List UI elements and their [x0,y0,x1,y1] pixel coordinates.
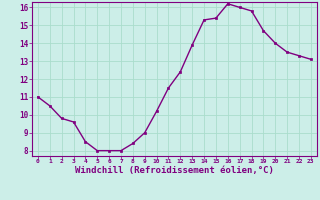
X-axis label: Windchill (Refroidissement éolien,°C): Windchill (Refroidissement éolien,°C) [75,166,274,175]
